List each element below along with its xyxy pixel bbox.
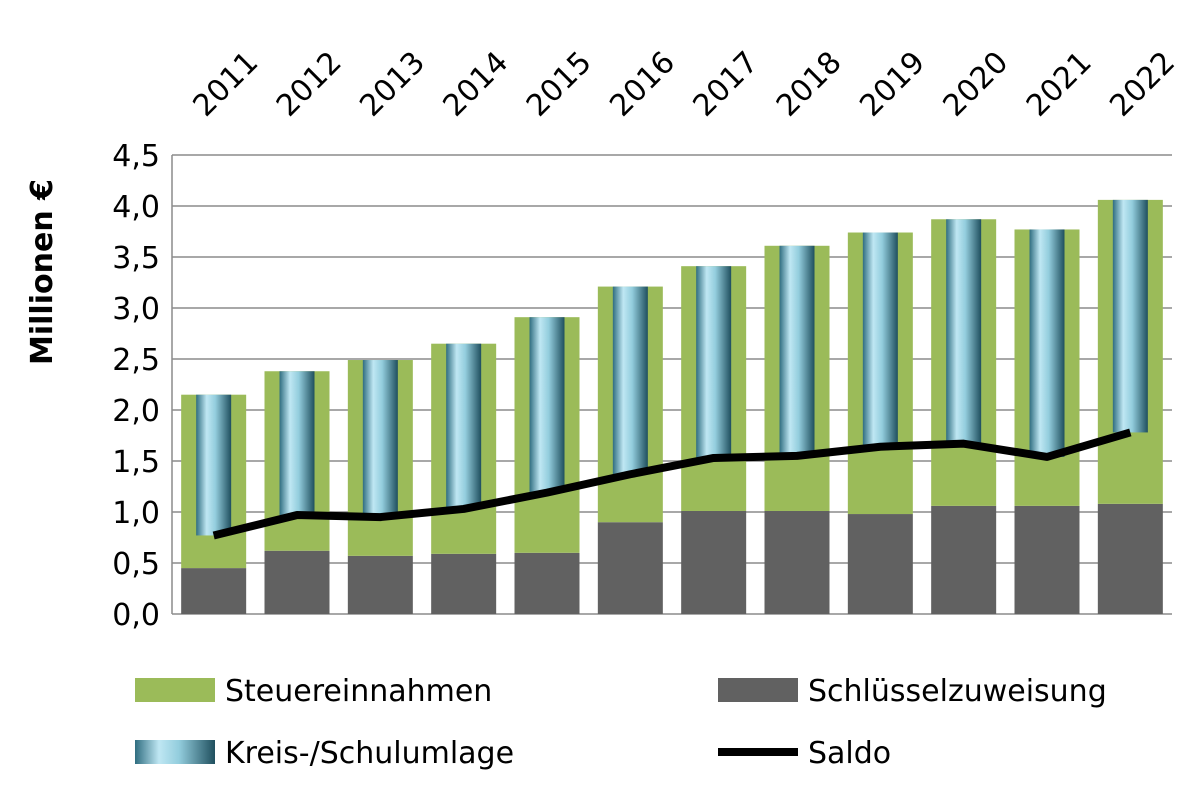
legend-label: Schlüsselzuweisung bbox=[808, 674, 1107, 709]
y-tick-label: 0,0 bbox=[112, 598, 160, 633]
y-tick-label: 4,0 bbox=[112, 190, 160, 225]
y-axis-label: Millionen € bbox=[25, 179, 60, 365]
bar-segment bbox=[764, 510, 830, 614]
y-tick-label: 0,5 bbox=[112, 547, 160, 582]
bar-segment bbox=[181, 568, 247, 614]
x-tick-label: 2022 bbox=[1103, 45, 1182, 124]
y-tick-label: 3,5 bbox=[112, 241, 160, 276]
bar-segment bbox=[264, 550, 330, 614]
legend-label: Kreis-/Schulumlage bbox=[225, 736, 514, 771]
y-tick-label: 1,0 bbox=[112, 496, 160, 531]
x-tick-label: 2015 bbox=[520, 45, 599, 124]
deduction-bar bbox=[196, 394, 232, 536]
legend-swatch bbox=[135, 740, 215, 764]
bar-segment bbox=[931, 505, 997, 614]
y-tick-label: 3,0 bbox=[112, 292, 160, 327]
x-tick-label: 2020 bbox=[937, 45, 1016, 124]
deduction-bar bbox=[946, 219, 982, 444]
deduction-bar bbox=[529, 317, 565, 493]
legend-swatch bbox=[718, 678, 798, 702]
x-tick-label: 2012 bbox=[270, 45, 349, 124]
bar-segment bbox=[1097, 503, 1163, 614]
y-tick-label: 2,5 bbox=[112, 343, 160, 378]
bar-segment bbox=[681, 510, 747, 614]
x-tick-label: 2017 bbox=[687, 45, 766, 124]
x-tick-label: 2019 bbox=[853, 45, 932, 124]
bar-segment bbox=[847, 514, 913, 614]
deduction-bar bbox=[696, 266, 732, 458]
bar-segment bbox=[431, 553, 497, 614]
legend-label: Saldo bbox=[808, 736, 891, 771]
legend-label: Steuereinnahmen bbox=[225, 674, 492, 709]
deduction-bar bbox=[279, 371, 315, 516]
deduction-bar bbox=[1112, 199, 1148, 433]
x-tick-label: 2011 bbox=[187, 45, 266, 124]
bar-segment bbox=[514, 552, 580, 614]
deduction-bar bbox=[362, 360, 398, 518]
deduction-bar bbox=[612, 286, 648, 475]
x-tick-label: 2016 bbox=[603, 45, 682, 124]
y-tick-label: 4,5 bbox=[112, 139, 160, 174]
bar-segment bbox=[1014, 505, 1080, 614]
x-tick-label: 2014 bbox=[437, 45, 516, 124]
deduction-bar bbox=[1029, 229, 1065, 457]
x-tick-label: 2021 bbox=[1020, 45, 1099, 124]
bar-segment bbox=[597, 522, 663, 614]
deduction-bar bbox=[862, 232, 898, 447]
deduction-bar bbox=[779, 245, 815, 456]
x-tick-label: 2018 bbox=[770, 45, 849, 124]
y-tick-label: 2,0 bbox=[112, 394, 160, 429]
line bbox=[212, 428, 1132, 540]
legend-swatch bbox=[135, 678, 215, 702]
bar-segment bbox=[347, 555, 413, 614]
y-tick-label: 1,5 bbox=[112, 445, 160, 480]
deduction-bar bbox=[446, 343, 482, 509]
x-tick-label: 2013 bbox=[353, 45, 432, 124]
